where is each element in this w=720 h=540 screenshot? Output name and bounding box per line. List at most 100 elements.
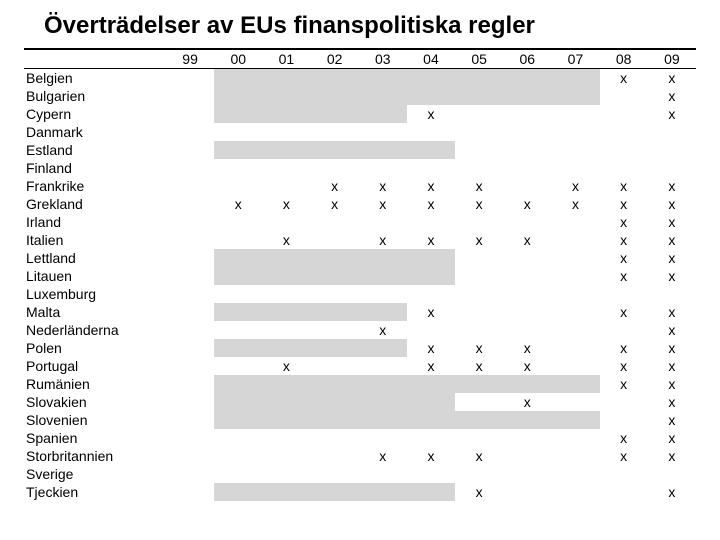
- country-cell: Slovenien: [24, 411, 166, 429]
- value-cell: [551, 231, 599, 249]
- value-cell: [551, 447, 599, 465]
- value-cell: [262, 339, 310, 357]
- value-cell: x: [455, 195, 503, 213]
- value-cell: [166, 141, 214, 159]
- value-cell: x: [600, 69, 648, 88]
- value-cell: x: [455, 447, 503, 465]
- value-cell: [311, 429, 359, 447]
- table-row: Irlandxx: [24, 213, 696, 231]
- value-cell: [407, 87, 455, 105]
- value-cell: [262, 141, 310, 159]
- value-cell: [214, 123, 262, 141]
- value-cell: [455, 105, 503, 123]
- country-cell: Luxemburg: [24, 285, 166, 303]
- value-cell: x: [407, 447, 455, 465]
- country-cell: Lettland: [24, 249, 166, 267]
- value-cell: [262, 429, 310, 447]
- value-cell: [455, 69, 503, 88]
- table-row: Maltaxxx: [24, 303, 696, 321]
- value-cell: [455, 87, 503, 105]
- value-cell: [262, 213, 310, 231]
- value-cell: x: [214, 195, 262, 213]
- value-cell: x: [648, 69, 696, 88]
- value-cell: [262, 87, 310, 105]
- table-row: Tjeckienxx: [24, 483, 696, 501]
- value-cell: [262, 123, 310, 141]
- value-cell: [600, 483, 648, 501]
- value-cell: [311, 357, 359, 375]
- value-cell: x: [648, 339, 696, 357]
- value-cell: [166, 321, 214, 339]
- value-cell: [311, 123, 359, 141]
- value-cell: [214, 249, 262, 267]
- value-cell: [551, 357, 599, 375]
- value-cell: [503, 105, 551, 123]
- value-cell: [166, 231, 214, 249]
- value-cell: [503, 321, 551, 339]
- value-cell: [214, 447, 262, 465]
- value-cell: [214, 159, 262, 177]
- value-cell: [551, 267, 599, 285]
- value-cell: x: [262, 195, 310, 213]
- value-cell: [407, 213, 455, 231]
- value-cell: [648, 285, 696, 303]
- value-cell: [359, 339, 407, 357]
- country-cell: Cypern: [24, 105, 166, 123]
- value-cell: x: [359, 321, 407, 339]
- value-cell: [166, 177, 214, 195]
- value-cell: x: [407, 105, 455, 123]
- value-cell: [503, 429, 551, 447]
- value-cell: [503, 465, 551, 483]
- value-cell: [551, 483, 599, 501]
- value-cell: x: [262, 357, 310, 375]
- country-cell: Irland: [24, 213, 166, 231]
- country-cell: Italien: [24, 231, 166, 249]
- value-cell: [600, 411, 648, 429]
- value-cell: [166, 393, 214, 411]
- col-year-00: 00: [214, 49, 262, 69]
- table-row: Italienxxxxxxx: [24, 231, 696, 249]
- value-cell: x: [455, 483, 503, 501]
- table-row: Sverige: [24, 465, 696, 483]
- table-row: Estland: [24, 141, 696, 159]
- value-cell: x: [311, 195, 359, 213]
- value-cell: [214, 393, 262, 411]
- value-cell: [214, 285, 262, 303]
- value-cell: [214, 321, 262, 339]
- table-row: Portugalxxxxxx: [24, 357, 696, 375]
- value-cell: [600, 285, 648, 303]
- value-cell: x: [600, 357, 648, 375]
- value-cell: [166, 267, 214, 285]
- value-cell: x: [600, 303, 648, 321]
- value-cell: [455, 159, 503, 177]
- value-cell: x: [648, 303, 696, 321]
- value-cell: [311, 213, 359, 231]
- table-row: Bulgarienx: [24, 87, 696, 105]
- value-cell: [311, 465, 359, 483]
- col-year-09: 09: [648, 49, 696, 69]
- table-row: Nederländernaxx: [24, 321, 696, 339]
- value-cell: [311, 447, 359, 465]
- table-row: Finland: [24, 159, 696, 177]
- value-cell: x: [551, 177, 599, 195]
- table-row: Luxemburg: [24, 285, 696, 303]
- value-cell: x: [600, 231, 648, 249]
- value-cell: [359, 213, 407, 231]
- value-cell: x: [648, 177, 696, 195]
- country-cell: Storbritannien: [24, 447, 166, 465]
- value-cell: [551, 303, 599, 321]
- value-cell: [262, 447, 310, 465]
- value-cell: [648, 141, 696, 159]
- country-cell: Grekland: [24, 195, 166, 213]
- value-cell: [262, 375, 310, 393]
- value-cell: [503, 285, 551, 303]
- value-cell: [600, 159, 648, 177]
- country-cell: Finland: [24, 159, 166, 177]
- value-cell: [551, 375, 599, 393]
- col-year-04: 04: [407, 49, 455, 69]
- value-cell: [311, 87, 359, 105]
- value-cell: [214, 357, 262, 375]
- value-cell: [455, 393, 503, 411]
- value-cell: [551, 213, 599, 231]
- value-cell: [551, 339, 599, 357]
